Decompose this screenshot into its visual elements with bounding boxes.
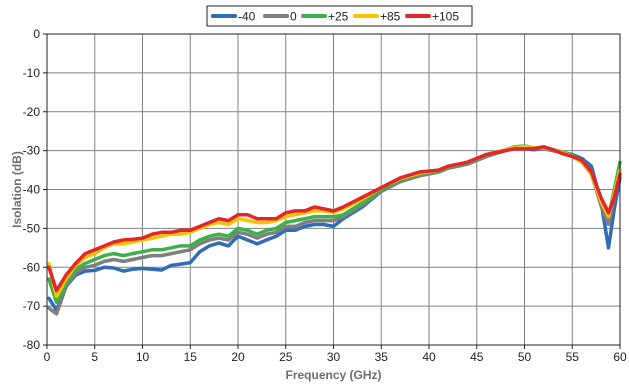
y-tick-label: -60 [23,260,41,274]
x-tick-label: 10 [136,350,150,364]
grid [47,34,620,345]
legend-label: +85 [380,10,401,24]
x-tick-label: 60 [613,350,627,364]
y-tick-label: -30 [23,144,41,158]
y-tick-label: -40 [23,183,41,197]
x-tick-label: 40 [422,350,436,364]
x-axis-label: Frequency (GHz) [285,368,381,382]
series-layer [47,144,622,316]
x-tick-label: 35 [375,350,389,364]
y-tick-label: -20 [23,105,41,119]
y-tick-label: -50 [23,221,41,235]
y-tick-label: 0 [33,27,40,41]
x-tick-label: 5 [91,350,98,364]
x-tick-label: 15 [184,350,198,364]
y-axis-label: Isolation (dB) [10,151,24,228]
x-tick-label: 0 [44,350,51,364]
x-tick-label: 45 [470,350,484,364]
y-tick-label: -80 [23,338,41,352]
tick-labels: 0 5 10 15 20 25 30 35 40 45 50 55 60 0 -10 -20 -30 -40 -50… [23,27,627,364]
y-tick-label: -70 [23,299,41,313]
legend-box [206,5,473,27]
legend-label: +105 [432,10,459,24]
x-tick-label: 25 [279,350,293,364]
legend-label: +25 [328,10,349,24]
y-tick-label: -10 [23,66,41,80]
series-line-105 [47,144,622,293]
x-tick-label: 50 [518,350,532,364]
x-tick-label: 20 [231,350,245,364]
legend: -40 0 +25 +85 +105 [206,5,473,27]
legend-label: -40 [238,10,256,24]
x-tick-label: 30 [327,350,341,364]
legend-label: 0 [290,10,297,24]
x-tick-label: 55 [566,350,580,364]
